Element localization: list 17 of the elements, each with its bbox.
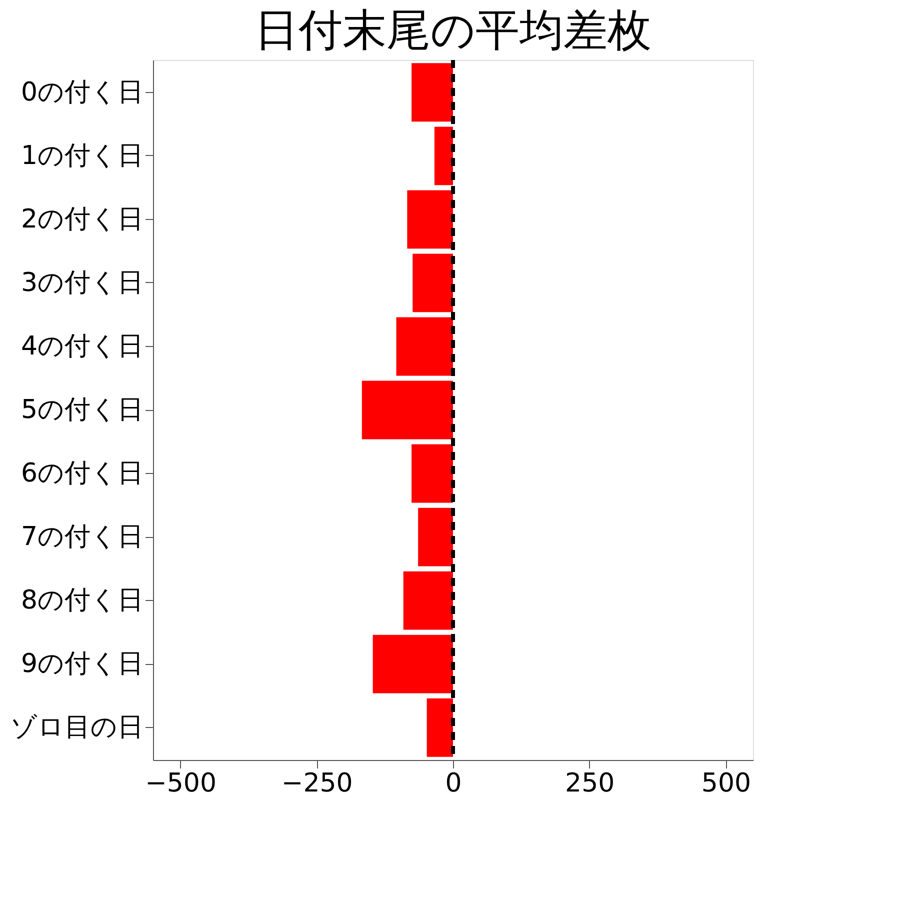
y-tick-label: 0の付く日 (20, 77, 144, 108)
y-tick-label: 7の付く日 (20, 522, 144, 552)
y-tick-label: 6の付く日 (20, 458, 144, 489)
y-tick-label: 3の付く日 (20, 268, 144, 298)
chart-title: 日付末尾の平均差枚 (254, 5, 652, 56)
y-tick-label: 1の付く日 (20, 140, 144, 171)
x-tick-label: −500 (145, 768, 216, 798)
x-tick-label: 0 (445, 768, 462, 798)
y-tick-label: 5の付く日 (20, 395, 144, 425)
x-tick-label: 250 (565, 768, 615, 798)
y-tick-label: 8の付く日 (20, 586, 144, 616)
y-tick-label: ゾロ目の日 (10, 712, 144, 743)
y-tick-label: 4の付く日 (20, 331, 144, 362)
y-tick-label: 2の付く日 (20, 204, 144, 234)
x-tick-label: 500 (701, 768, 752, 798)
x-tick-label: −250 (281, 768, 353, 798)
y-tick-label: 9の付く日 (20, 649, 144, 680)
